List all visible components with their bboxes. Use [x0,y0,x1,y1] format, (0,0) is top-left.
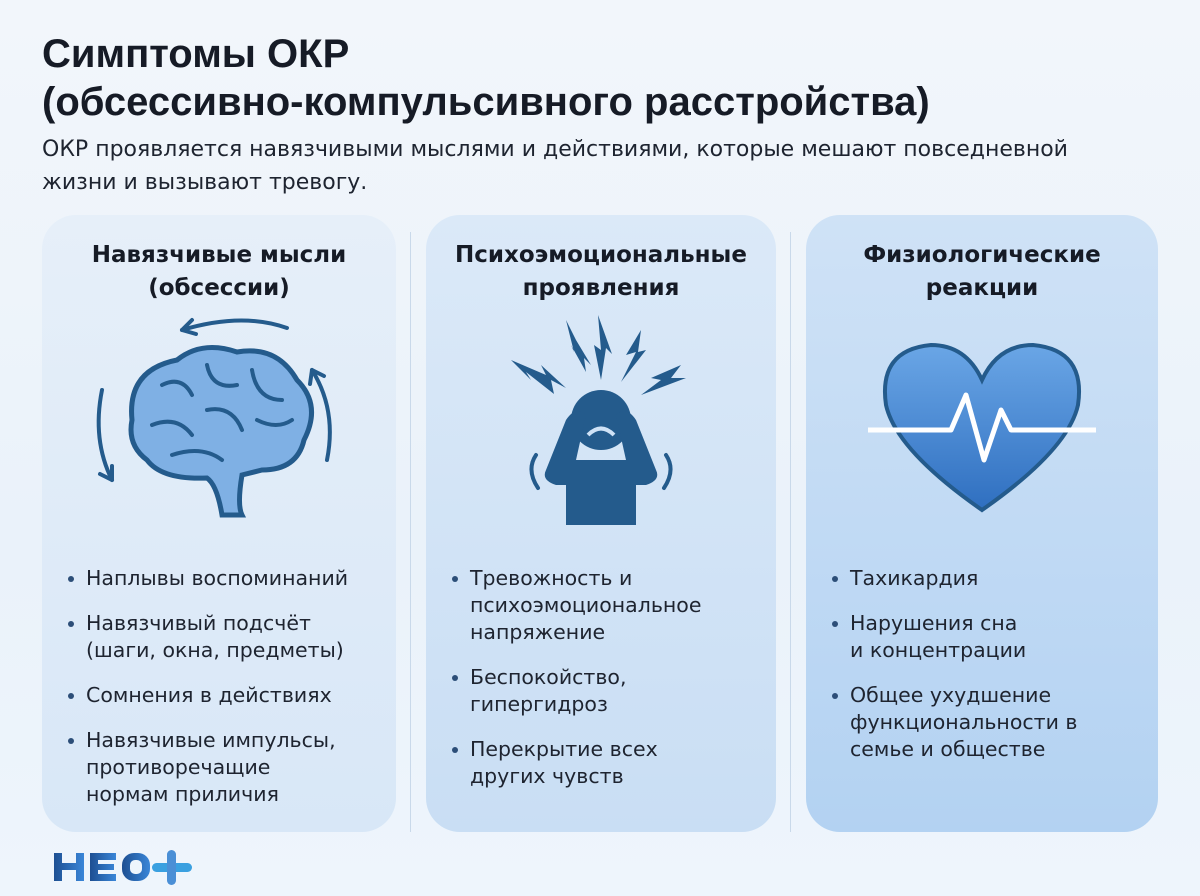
list-item: Тахикардия [832,565,1122,592]
symptom-list: Тревожность и психоэмоциональное напряже… [452,565,762,808]
heading-line: (обсессии) [148,275,290,301]
list-item: Сомнения в действиях [68,682,358,709]
heading-line: Психоэмоциональные [455,242,747,268]
list-item: Навязчивый подсчёт (шаги, окна, предметы… [68,610,358,664]
heading-line: проявления [522,275,680,301]
card-heading: Навязчивые мысли (обсессии) [42,239,396,305]
list-item: Общее ухудшение функциональности в семье… [832,682,1092,763]
list-item: Наплывы воспоминаний [68,565,358,592]
title-line-2: (обсессивно-компульсивного расстройства) [42,80,930,124]
card-obsessions: Навязчивые мысли (обсессии) Наплывы воспо… [42,215,396,832]
heading-line: Навязчивые мысли [91,242,347,268]
divider [790,232,791,832]
symptom-list: Тахикардия Нарушения сна и концентрации … [832,565,1122,781]
list-item: Беспокойство, гипергидроз [452,664,662,718]
symptom-list: Наплывы воспоминаний Навязчивый подсчёт … [68,565,358,826]
subtitle: ОКР проявляется навязчивыми мыслями и де… [42,137,1068,195]
card-heading: Физиологические реакции [806,239,1158,305]
heart-pulse-icon [868,342,1096,513]
list-item: Тревожность и психоэмоциональное напряже… [452,565,762,646]
heading-line: Физиологические [863,242,1101,268]
card-physiological: Физиологические реакции Тахикардия Наруше… [806,215,1158,832]
page-title: Симптомы ОКР (обсессивно-компульсивного … [42,30,930,126]
list-item: Перекрытие всех других чувств [452,736,682,790]
title-line-1: Симптомы ОКР [42,32,350,76]
neo-plus-logo [54,850,192,885]
card-psychoemotional: Психоэмоциональные проявления Тревожность… [426,215,776,832]
brain-with-cycle-arrows-icon [96,318,332,518]
stressed-person-icon [511,315,686,525]
divider [410,232,411,832]
list-item: Нарушения сна и концентрации [832,610,1032,664]
list-item: Навязчивые импульсы, противоречащие норм… [68,727,348,808]
heading-line: реакции [925,275,1039,301]
card-heading: Психоэмоциональные проявления [426,239,776,305]
